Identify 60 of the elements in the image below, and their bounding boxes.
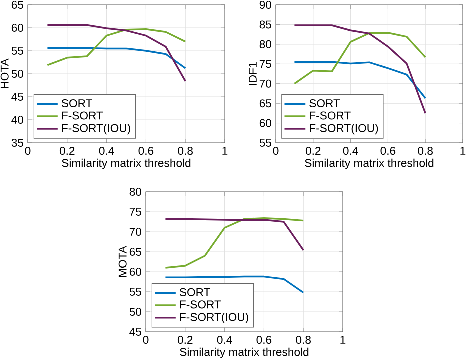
legend-label: F-SORT(IOU) [62,124,130,135]
x-tick-label: 0.6 [138,147,154,156]
x-tick-label: 0.2 [306,147,321,156]
line-series [46,28,186,66]
y-tick-label: 70 [130,228,142,236]
x-axis-title: Similarity matrix threshold [180,348,309,358]
x-tick-label: 0.8 [418,147,433,156]
x-tick-label: 0.4 [217,336,232,344]
legend-label: SORT [310,99,340,108]
legend-label: SORT [180,288,210,296]
y-tick-label: 65 [260,100,272,108]
line-series [294,32,426,85]
y-tick-label: 50 [130,308,142,316]
y-tick-label: 65 [130,248,142,256]
y-tick-label: 80 [130,188,142,196]
y-tick-label: 55 [260,139,272,147]
x-tick-label: 0 [143,336,149,344]
y-tick-label: 60 [12,24,24,32]
legend-label: F-SORT [180,300,222,309]
y-tick-label: 90 [260,1,272,10]
y-tick-label: 75 [130,208,142,216]
x-axis-title: Similarity matrix threshold [305,158,434,170]
y-tick-label: 70 [260,80,272,88]
y-tick-label: 45 [130,328,142,336]
x-tick-label: 0.6 [256,336,272,344]
y-tick-label: 35 [12,138,24,148]
x-tick-label: 0 [273,147,279,156]
line-series [164,218,304,269]
legend-label: F-SORT(IOU) [180,312,248,324]
x-tick-label: 0.4 [99,147,114,156]
y-axis-title: HOTA [0,58,9,88]
y-tick-label: 55 [12,47,24,55]
line-series [164,218,304,252]
x-tick-label: 0.8 [178,147,193,156]
y-axis-title: MOTA [118,246,127,278]
x-tick-label: 0.2 [60,147,75,156]
x-tick-label: 0 [25,147,31,156]
legend-label: F-SORT [310,112,351,120]
y-tick-label: 60 [260,119,272,128]
x-tick-label: 1 [340,336,346,344]
y-tick-label: 55 [130,288,142,296]
y-axis-title: IDF1 [249,62,257,86]
x-axis-title: Similarity matrix threshold [62,158,191,170]
x-tick-label: 1 [460,147,466,155]
x-tick-label: 0.8 [296,336,311,344]
y-tick-label: 45 [12,93,24,101]
legend-label: SORT [62,99,92,108]
y-tick-label: 65 [12,1,24,10]
legend-label: F-SORT [62,112,104,120]
x-tick-label: 0.6 [380,147,396,156]
x-tick-label: 1 [222,147,228,155]
legend-label: F-SORT(IOU) [310,124,378,135]
y-tick-label: 75 [260,60,272,68]
y-tick-label: 85 [260,20,272,29]
x-tick-label: 0.2 [178,336,193,344]
y-tick-label: 40 [12,116,24,124]
y-tick-label: 80 [260,40,272,48]
y-tick-label: 50 [12,70,24,78]
y-tick-label: 60 [130,268,142,276]
x-tick-label: 0.4 [343,147,358,156]
